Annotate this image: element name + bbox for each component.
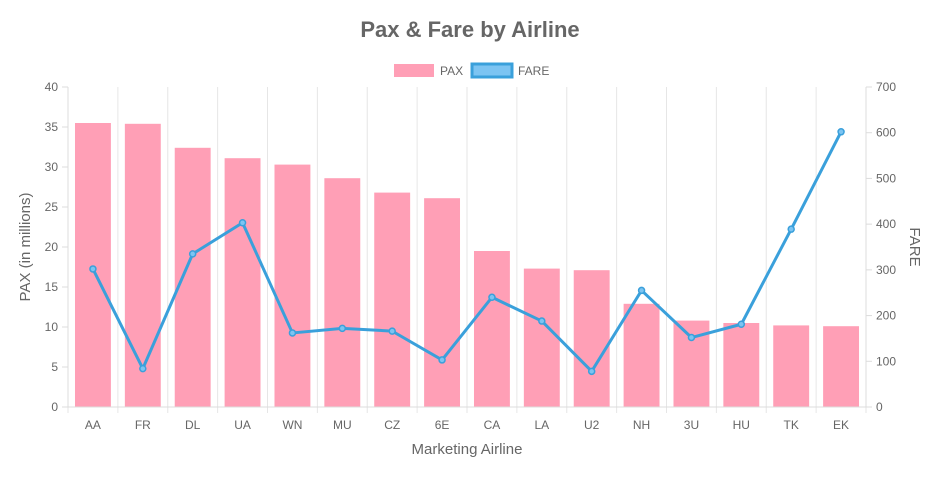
fare-point	[188, 250, 197, 258]
pax-bar	[324, 178, 361, 407]
fare-line	[89, 128, 845, 376]
legend-swatch-fare[interactable]	[470, 62, 514, 79]
x-tick-label: CA	[484, 418, 501, 432]
pax-bar	[74, 123, 111, 407]
fare-point	[787, 225, 795, 233]
y-axis-label-left: PAX (in millions)	[17, 193, 34, 302]
pax-bar	[174, 147, 211, 408]
fare-point	[438, 356, 446, 364]
pax-bar	[573, 270, 610, 407]
x-tick-label: CZ	[384, 418, 400, 432]
y-tick-label-left: 40	[45, 80, 59, 94]
x-tick-label: FR	[135, 418, 151, 432]
pax-bar	[823, 326, 860, 407]
pax-bar	[274, 164, 311, 407]
pax-bar	[424, 198, 461, 407]
y-tick-label-right: 600	[876, 126, 896, 140]
legend-label-pax[interactable]: PAX	[440, 64, 463, 78]
fare-point	[338, 324, 347, 333]
y-tick-label-left: 30	[45, 160, 59, 174]
x-tick-label: TK	[784, 418, 799, 432]
fare-point	[687, 333, 696, 342]
y-tick-label-right: 300	[876, 263, 896, 277]
y-tick-label-left: 35	[45, 120, 59, 134]
x-tick-label: NH	[633, 418, 650, 432]
x-tick-label: DL	[185, 418, 201, 432]
fare-point	[139, 364, 147, 373]
fare-point	[89, 265, 97, 273]
pax-bar	[773, 325, 810, 407]
legend[interactable]: PAX FARE	[394, 62, 549, 79]
pax-bar	[523, 268, 560, 407]
x-tick-label: AA	[85, 418, 101, 432]
y-tick-label-left: 20	[45, 240, 59, 254]
pax-bar	[224, 158, 261, 407]
pax-bar	[124, 123, 161, 408]
pax-bar	[374, 192, 411, 407]
fare-point	[488, 293, 496, 302]
x-tick-label: WN	[282, 418, 302, 432]
y-tick-label-left: 10	[45, 320, 59, 334]
fare-point	[737, 320, 746, 329]
fare-point	[388, 327, 396, 335]
legend-label-fare[interactable]: FARE	[518, 64, 549, 78]
axes: 05101520253035400100200300400500600700AA…	[45, 80, 897, 432]
fare-point	[288, 329, 297, 337]
chart-title: Pax & Fare by Airline	[360, 17, 579, 42]
x-tick-label: EK	[833, 418, 849, 432]
fare-line-path	[91, 130, 843, 373]
fare-point	[538, 317, 546, 325]
legend-swatch-pax[interactable]	[394, 64, 434, 77]
fare-point	[837, 128, 845, 136]
pax-bar	[623, 303, 660, 407]
y-tick-label-right: 700	[876, 80, 896, 94]
x-tick-label: 6E	[435, 418, 450, 432]
x-tick-label: 3U	[684, 418, 699, 432]
x-tick-label: HU	[733, 418, 750, 432]
pax-bar	[723, 323, 760, 407]
y-tick-label-right: 500	[876, 171, 896, 185]
y-axis-label-right: FARE	[906, 227, 923, 266]
y-tick-label-right: 100	[876, 354, 896, 368]
x-tick-label: LA	[534, 418, 549, 432]
y-tick-label-left: 0	[51, 400, 58, 414]
y-tick-label-right: 200	[876, 309, 896, 323]
fare-point	[587, 367, 596, 376]
y-tick-label-left: 15	[45, 280, 59, 294]
y-tick-label-left: 5	[51, 360, 58, 374]
x-axis-label: Marketing Airline	[412, 441, 523, 458]
fare-point	[637, 286, 646, 295]
fare-point	[238, 219, 247, 227]
pax-bar	[473, 251, 510, 407]
x-tick-label: MU	[333, 418, 352, 432]
x-tick-label: U2	[584, 418, 600, 432]
pax-bars	[74, 123, 860, 408]
y-tick-label-left: 25	[45, 200, 59, 214]
x-tick-label: UA	[234, 418, 251, 432]
y-tick-label-right: 0	[876, 400, 883, 414]
y-tick-label-right: 400	[876, 217, 896, 231]
